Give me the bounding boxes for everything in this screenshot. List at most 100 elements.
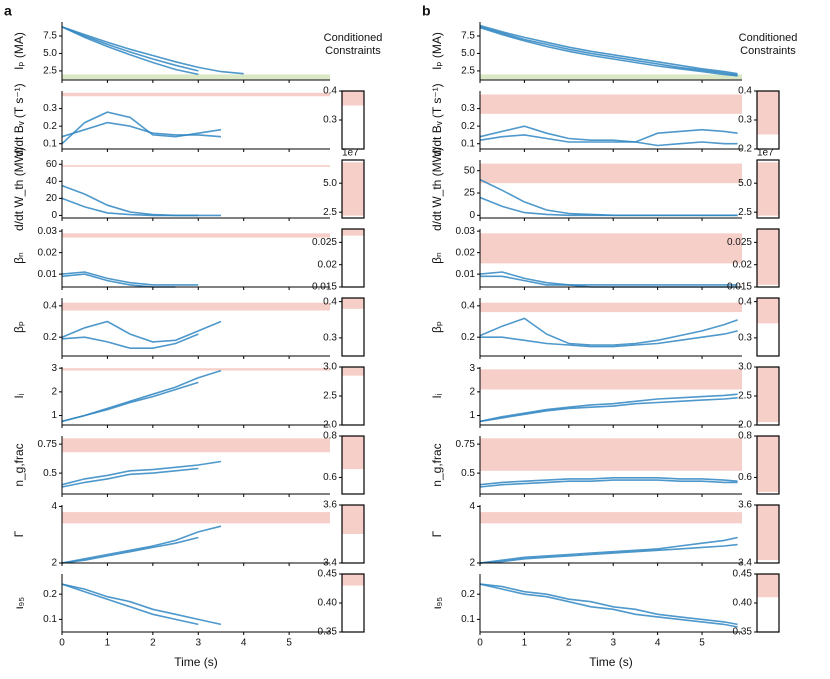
trajectory [479,271,738,286]
inset-tick-label: 2.5 [323,391,337,402]
row-label: d/dt Bᵥ (T s⁻¹) [12,83,26,156]
constraint-band [480,438,742,471]
row-label: Iₚ (MA) [12,32,26,70]
inset-band [757,436,779,492]
inset-tick-label: 0.4 [323,296,337,307]
x-tick-label: 5 [286,638,292,649]
inset-frame [341,297,365,357]
row-label: βₙ [430,252,444,264]
y-tick-label: 0.4 [461,300,475,311]
trajectory [61,111,222,145]
y-tick-label: 0.2 [461,589,475,600]
y-tick-label: 0.75 [38,439,58,450]
y-tick-label: 0.4 [43,300,57,311]
inset-band [757,229,779,285]
trajectory [61,381,199,423]
row-label: βₙ [12,252,26,264]
inset-offset: 1e7 [757,148,774,159]
y-tick-label: 0.01 [456,269,476,280]
inset-frame [341,504,365,564]
y-tick-label: 0.1 [43,614,57,625]
trajectory [479,536,738,564]
row-label: lᵢ [430,394,444,399]
inset-tick-label: 0.02 [318,259,338,270]
inset-tick-label: 0.015 [727,282,752,293]
y-tick-label: 5.0 [461,48,475,59]
inset-tick-label: 0.40 [318,598,338,609]
inset-band [342,91,364,106]
inset-tick-label: 0.4 [738,296,752,307]
inset-title: Conditioned Constraints [739,32,798,57]
row-label: ι₉₅ [430,597,444,609]
inset-tick-label: 2.5 [738,207,752,218]
inset-tick-label: 3.6 [323,500,337,511]
row-label: Γ [430,530,444,537]
inset-tick-label: 0.3 [323,333,337,344]
trajectory [61,369,222,423]
inset-tick-label: 0.025 [727,237,752,248]
y-tick-label: 0.3 [43,103,57,114]
inset-tick-label: 0.015 [312,282,337,293]
trajectory [479,397,738,423]
inset-band [757,574,779,598]
trajectory [479,125,738,143]
inset-frame [756,504,780,564]
y-tick-label: 4 [469,501,475,512]
trajectory [479,477,738,486]
trajectory [479,178,738,217]
x-tick-label: 3 [195,638,201,649]
y-tick-label: 2 [51,558,57,569]
inset-tick-label: 0.3 [738,333,752,344]
row-label: d/dt W_th (MW) [12,147,26,231]
trajectory [479,583,738,626]
constraint-band [62,233,330,238]
constraint-band [480,94,742,114]
y-tick-label: 0.1 [461,138,475,149]
y-tick-label: 0.2 [43,332,57,343]
x-axis-label: Time (s) [174,655,218,669]
y-tick-label: 0.01 [38,269,58,280]
row-label: Γ [12,530,26,537]
y-tick-label: 0.75 [456,439,476,450]
y-tick-label: 25 [464,188,476,199]
y-tick-label: 2 [469,558,475,569]
inset-band [342,436,364,470]
trajectory [479,24,738,75]
inset-band [757,367,779,423]
inset-tick-label: 2.0 [323,420,337,431]
x-tick-label: 4 [655,638,661,649]
constraint-band [480,369,742,390]
inset-band [342,162,364,216]
inset-frame [341,228,365,288]
inset-band [342,298,364,309]
y-tick-label: 5.0 [43,48,57,59]
inset-tick-label: 3.0 [738,362,752,373]
y-tick-label: 40 [46,176,58,187]
y-tick-label: 1 [51,410,57,421]
trajectory [479,317,738,346]
y-tick-label: 7.5 [461,31,475,42]
y-tick-label: 0 [469,210,475,221]
y-tick-label: 7.5 [43,31,57,42]
inset-tick-label: 0.45 [318,569,338,580]
x-axis-label: Time (s) [589,655,633,669]
inset-tick-label: 0.4 [738,86,752,97]
inset-band [757,162,779,216]
constraint-band [480,74,742,80]
y-tick-label: 0.2 [461,332,475,343]
inset-tick-label: 2.5 [323,207,337,218]
inset-frame [756,228,780,288]
trajectory [61,525,222,564]
y-tick-label: 4 [51,501,57,512]
row-label: βₚ [12,321,26,333]
inset-frame [756,435,780,495]
y-tick-label: 0.5 [43,468,57,479]
inset-tick-label: 0.35 [733,627,753,638]
inset-title: Conditioned Constraints [324,32,383,57]
inset-tick-label: 0.4 [323,86,337,97]
y-tick-label: 0.02 [38,247,58,258]
trajectory [479,26,738,76]
y-tick-label: 2.5 [461,66,475,77]
trajectory [61,460,222,486]
y-tick-label: 0.5 [461,468,475,479]
